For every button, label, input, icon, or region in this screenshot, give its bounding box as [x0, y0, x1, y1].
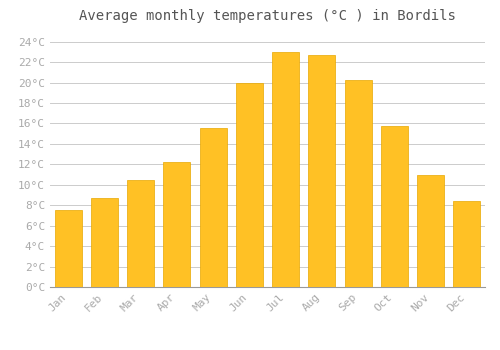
- Bar: [381, 126, 408, 287]
- Bar: [417, 175, 444, 287]
- Bar: [200, 127, 226, 287]
- Bar: [54, 210, 82, 287]
- Bar: [164, 162, 190, 287]
- Bar: [454, 201, 480, 287]
- Bar: [91, 198, 118, 287]
- Title: Average monthly temperatures (°C ) in Bordils: Average monthly temperatures (°C ) in Bo…: [79, 9, 456, 23]
- Bar: [127, 180, 154, 287]
- Bar: [344, 79, 372, 287]
- Bar: [236, 83, 263, 287]
- Bar: [308, 55, 336, 287]
- Bar: [272, 52, 299, 287]
